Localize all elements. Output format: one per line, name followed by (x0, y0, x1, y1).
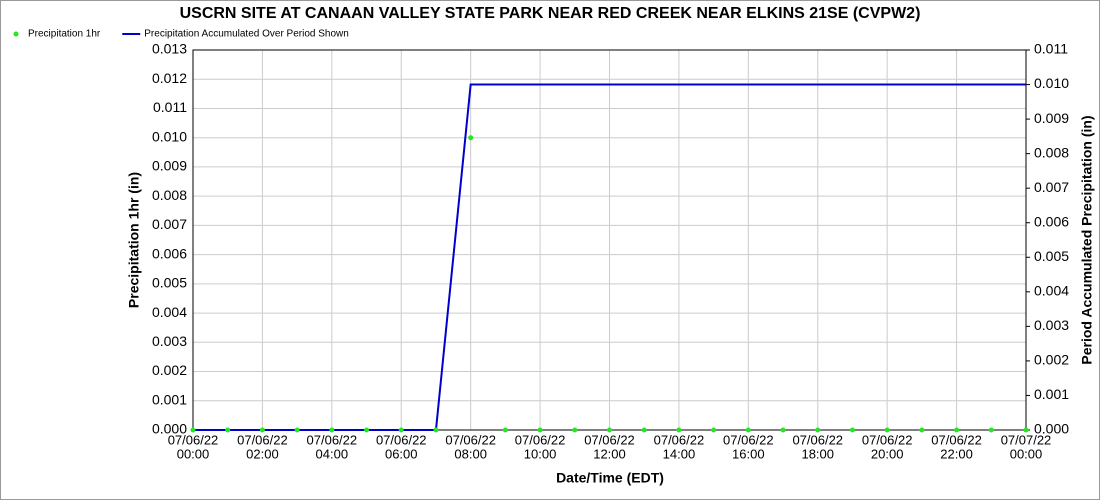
data-point (780, 427, 786, 433)
legend-label: Precipitation 1hr (28, 29, 101, 40)
data-point (502, 427, 508, 433)
y2-tick-label: 0.007 (1034, 179, 1069, 195)
x-tick-label: 07/06/22 (584, 432, 635, 447)
y-tick-label: 0.002 (152, 362, 187, 378)
data-point (954, 427, 960, 433)
x-tick-label: 02:00 (246, 446, 279, 461)
data-point (190, 427, 196, 433)
y-tick-label: 0.011 (153, 99, 187, 115)
y2-tick-label: 0.003 (1034, 317, 1069, 333)
x-tick-label: 20:00 (871, 446, 904, 461)
x-tick-label: 08:00 (454, 446, 487, 461)
data-point (1023, 427, 1029, 433)
y-tick-label: 0.001 (152, 391, 187, 407)
y-axis-label: Precipitation 1hr (in) (126, 172, 142, 308)
y-tick-label: 0.012 (152, 70, 187, 86)
y-tick-label: 0.013 (152, 41, 187, 57)
y-tick-label: 0.008 (152, 187, 187, 203)
y-tick-label: 0.004 (152, 304, 187, 320)
x-tick-label: 07/06/22 (376, 432, 427, 447)
y2-tick-label: 0.001 (1034, 386, 1069, 402)
x-tick-label: 07/06/22 (862, 432, 913, 447)
data-point (641, 427, 647, 433)
y2-tick-label: 0.009 (1034, 110, 1069, 126)
data-point (849, 427, 855, 433)
x-tick-label: 07/06/22 (445, 432, 496, 447)
x-tick-label: 12:00 (593, 446, 626, 461)
x-tick-label: 07/06/22 (792, 432, 843, 447)
data-point (988, 427, 994, 433)
data-point (745, 427, 751, 433)
y-tick-label: 0.003 (152, 333, 187, 349)
chart-title: USCRN SITE AT CANAAN VALLEY STATE PARK N… (180, 5, 921, 22)
y2-tick-label: 0.008 (1034, 144, 1069, 160)
data-point (225, 427, 231, 433)
x-tick-label: 10:00 (524, 446, 557, 461)
data-point (676, 427, 682, 433)
data-point (815, 427, 821, 433)
data-point (884, 427, 890, 433)
data-point (468, 135, 474, 141)
y2-axis-label: Period Accumulated Precipitation (in) (1079, 115, 1095, 364)
y-tick-label: 0.000 (152, 421, 187, 437)
x-tick-label: 07/06/22 (515, 432, 566, 447)
data-point (572, 427, 578, 433)
x-tick-label: 07/06/22 (168, 432, 219, 447)
data-point (329, 427, 335, 433)
x-tick-label: 16:00 (732, 446, 765, 461)
data-point (398, 427, 404, 433)
x-tick-label: 07/06/22 (237, 432, 288, 447)
y-tick-label: 0.006 (152, 245, 187, 261)
x-axis-label: Date/Time (EDT) (556, 470, 664, 486)
data-point (259, 427, 265, 433)
y-tick-label: 0.005 (152, 275, 187, 291)
x-tick-label: 07/06/22 (723, 432, 774, 447)
y2-tick-label: 0.004 (1034, 283, 1069, 299)
y2-tick-label: 0.000 (1034, 421, 1069, 437)
y-tick-label: 0.009 (152, 158, 187, 174)
y2-tick-label: 0.002 (1034, 352, 1069, 368)
data-point (711, 427, 717, 433)
y-tick-label: 0.007 (152, 216, 187, 232)
x-tick-label: 18:00 (801, 446, 834, 461)
x-tick-label: 00:00 (1010, 446, 1043, 461)
data-point (919, 427, 925, 433)
y2-tick-label: 0.011 (1034, 41, 1068, 57)
y-tick-label: 0.010 (152, 128, 187, 144)
data-point (433, 427, 439, 433)
data-point (607, 427, 612, 433)
data-point (537, 427, 543, 433)
x-tick-label: 06:00 (385, 446, 418, 461)
y2-tick-label: 0.006 (1034, 213, 1069, 229)
x-tick-label: 07/06/22 (931, 432, 982, 447)
legend-swatch (13, 31, 19, 37)
x-tick-label: 14:00 (663, 446, 696, 461)
data-point (364, 427, 370, 433)
x-tick-label: 07/06/22 (307, 432, 358, 447)
x-tick-label: 00:00 (177, 446, 210, 461)
legend-label: Precipitation Accumulated Over Period Sh… (144, 29, 349, 40)
data-point (294, 427, 300, 433)
y2-tick-label: 0.010 (1034, 75, 1069, 91)
x-tick-label: 22:00 (940, 446, 973, 461)
y2-tick-label: 0.005 (1034, 248, 1069, 264)
x-tick-label: 07/06/22 (654, 432, 705, 447)
x-tick-label: 07/07/22 (1001, 432, 1052, 447)
x-tick-label: 04:00 (316, 446, 349, 461)
